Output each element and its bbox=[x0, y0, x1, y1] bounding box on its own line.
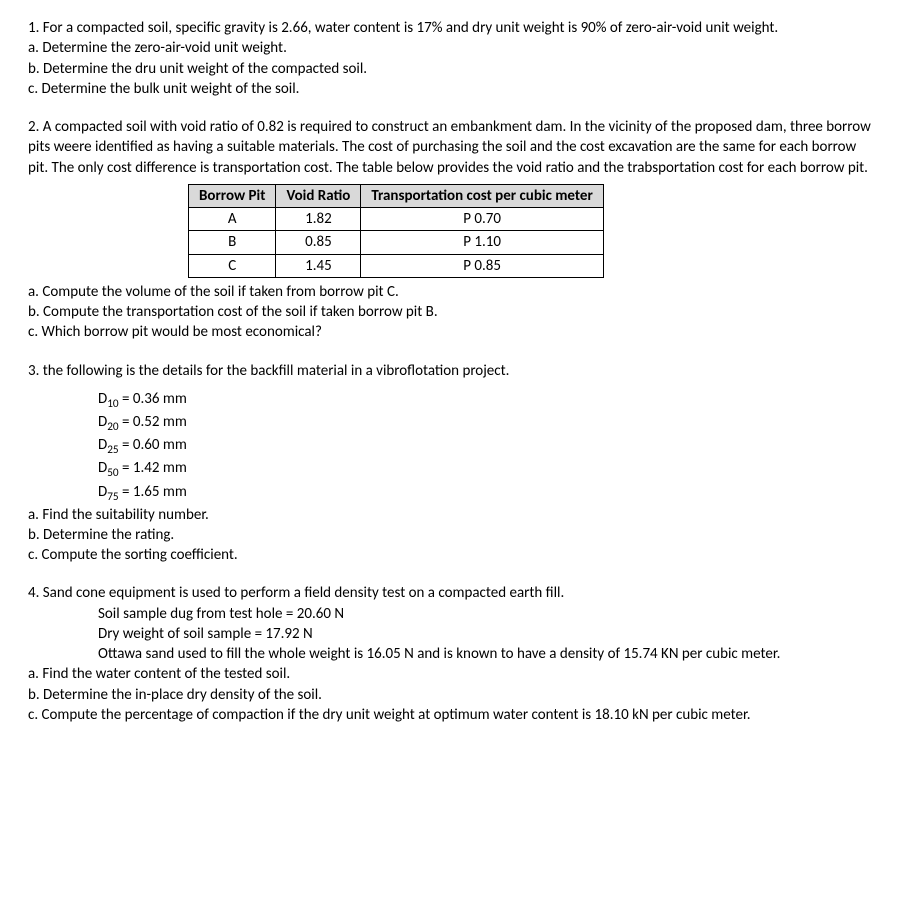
problem-3: 3. the following is the details for the … bbox=[28, 361, 874, 566]
val-25: = 0.60 mm bbox=[119, 436, 187, 454]
p3-c: c. Compute the sorting coefficient. bbox=[28, 545, 874, 565]
p1-c: c. Determine the bulk unit weight of the… bbox=[28, 79, 874, 99]
p4-l1: Soil sample dug from test hole = 20.60 N bbox=[28, 604, 874, 624]
cell: C bbox=[189, 254, 276, 277]
p3-d25: D25 = 0.60 mm bbox=[28, 435, 874, 458]
p4-l2: Dry weight of soil sample = 17.92 N bbox=[28, 624, 874, 644]
col-void-ratio: Void Ratio bbox=[276, 184, 361, 207]
p2-intro: 2. A compacted soil with void ratio of 0… bbox=[28, 117, 874, 178]
p3-a: a. Find the suitability number. bbox=[28, 505, 874, 525]
table-row: C 1.45 P 0.85 bbox=[189, 254, 604, 277]
p1-b: b. Determine the dru unit weight of the … bbox=[28, 59, 874, 79]
cell: A bbox=[189, 208, 276, 231]
borrow-pit-table: Borrow Pit Void Ratio Transportation cos… bbox=[188, 184, 604, 278]
p3-d50: D50 = 1.42 mm bbox=[28, 458, 874, 481]
table-row: A 1.82 P 0.70 bbox=[189, 208, 604, 231]
cell: 1.45 bbox=[276, 254, 361, 277]
col-cost: Transportation cost per cubic meter bbox=[361, 184, 603, 207]
sub-75: 75 bbox=[107, 490, 118, 504]
cell: P 0.85 bbox=[361, 254, 603, 277]
p3-b: b. Determine the rating. bbox=[28, 525, 874, 545]
p4-b: b. Determine the in-place dry density of… bbox=[28, 685, 874, 705]
val-10: = 0.36 mm bbox=[119, 390, 187, 408]
p3-d75: D75 = 1.65 mm bbox=[28, 482, 874, 505]
p2-b: b. Compute the transportation cost of th… bbox=[28, 302, 874, 322]
table-header-row: Borrow Pit Void Ratio Transportation cos… bbox=[189, 184, 604, 207]
problem-1: 1. For a compacted soil, specific gravit… bbox=[28, 18, 874, 99]
p4-l3: Ottawa sand used to fill the whole weigh… bbox=[28, 644, 874, 664]
table-row: B 0.85 P 1.10 bbox=[189, 231, 604, 254]
problem-2: 2. A compacted soil with void ratio of 0… bbox=[28, 117, 874, 343]
sub-25: 25 bbox=[107, 443, 118, 457]
cell: B bbox=[189, 231, 276, 254]
p4-intro: 4. Sand cone equipment is used to perfor… bbox=[28, 583, 874, 603]
p1-intro: 1. For a compacted soil, specific gravit… bbox=[28, 18, 874, 38]
cell: P 0.70 bbox=[361, 208, 603, 231]
sub-10: 10 bbox=[107, 397, 118, 411]
p2-a: a. Compute the volume of the soil if tak… bbox=[28, 282, 874, 302]
col-borrow-pit: Borrow Pit bbox=[189, 184, 276, 207]
p3-intro: 3. the following is the details for the … bbox=[28, 361, 874, 381]
p2-c: c. Which borrow pit would be most econom… bbox=[28, 322, 874, 342]
val-75: = 1.65 mm bbox=[119, 483, 187, 501]
cell: P 1.10 bbox=[361, 231, 603, 254]
sub-20: 20 bbox=[107, 420, 118, 434]
p3-d10: D10 = 0.36 mm bbox=[28, 389, 874, 412]
p4-a: a. Find the water content of the tested … bbox=[28, 664, 874, 684]
val-50: = 1.42 mm bbox=[119, 459, 187, 477]
val-20: = 0.52 mm bbox=[119, 413, 187, 431]
sub-50: 50 bbox=[107, 466, 118, 480]
cell: 1.82 bbox=[276, 208, 361, 231]
problem-4: 4. Sand cone equipment is used to perfor… bbox=[28, 583, 874, 725]
p1-a: a. Determine the zero-air-void unit weig… bbox=[28, 38, 874, 58]
cell: 0.85 bbox=[276, 231, 361, 254]
p3-d20: D20 = 0.52 mm bbox=[28, 412, 874, 435]
p4-c: c. Compute the percentage of compaction … bbox=[28, 705, 874, 725]
